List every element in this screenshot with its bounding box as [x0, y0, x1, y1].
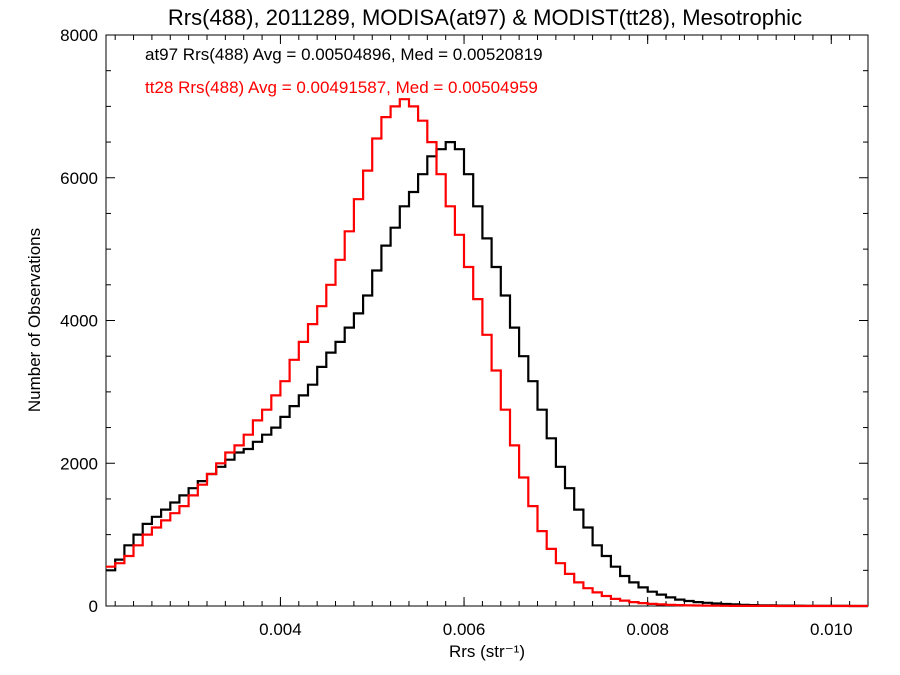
chart-title: Rrs(488), 2011289, MODISA(at97) & MODIST… — [168, 5, 802, 30]
x-tick-label: 0.008 — [626, 620, 669, 639]
y-tick-label: 2000 — [60, 454, 98, 473]
series-tt28 — [106, 98, 868, 608]
plot-frame — [105, 34, 869, 607]
y-tick-label: 6000 — [60, 169, 98, 188]
x-tick-label: 0.006 — [443, 620, 486, 639]
y-tick-label: 0 — [89, 597, 98, 616]
series-layer — [106, 98, 868, 608]
annotation-at97: at97 Rrs(488) Avg = 0.00504896, Med = 0.… — [145, 45, 543, 64]
x-tick-label: 0.004 — [259, 620, 302, 639]
annotation-tt28: tt28 Rrs(488) Avg = 0.00491587, Med = 0.… — [145, 78, 538, 97]
series-at97 — [106, 141, 868, 608]
x-tick-label: 0.010 — [810, 620, 853, 639]
y-axis-label: Number of Observations — [25, 228, 44, 412]
y-tick-label: 8000 — [60, 26, 98, 45]
x-axis-label: Rrs (str⁻¹) — [449, 642, 525, 661]
y-tick-label: 4000 — [60, 312, 98, 331]
axis-ticks: 0.004 0.006 0.008 0.010 0 2000 4000 6000 8000 — [60, 26, 869, 639]
